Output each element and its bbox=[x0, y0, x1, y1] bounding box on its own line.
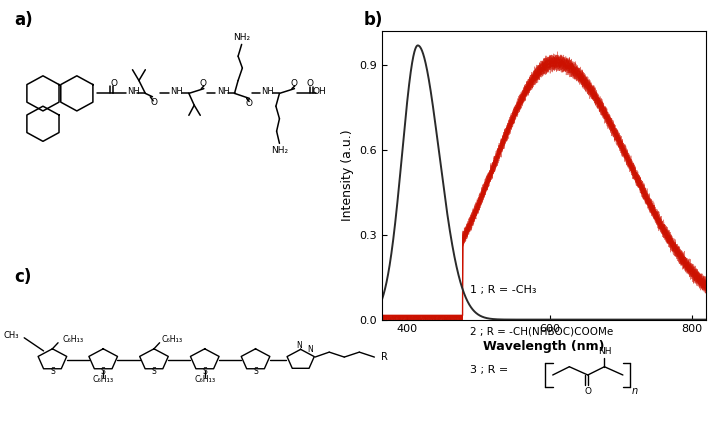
Text: CH₃: CH₃ bbox=[3, 331, 19, 340]
Text: NH₂: NH₂ bbox=[271, 146, 288, 155]
Text: O: O bbox=[199, 79, 207, 88]
X-axis label: Wavelength (nm): Wavelength (nm) bbox=[483, 340, 605, 353]
Y-axis label: Intensity (a.u.): Intensity (a.u.) bbox=[341, 130, 354, 221]
Text: O: O bbox=[111, 80, 118, 89]
Text: N: N bbox=[307, 345, 313, 354]
Text: n: n bbox=[632, 386, 638, 396]
Text: C₆H₁₃: C₆H₁₃ bbox=[63, 336, 84, 345]
Text: S: S bbox=[202, 367, 207, 376]
Text: NH: NH bbox=[170, 87, 183, 96]
Text: a): a) bbox=[15, 11, 33, 29]
Text: c): c) bbox=[15, 268, 32, 286]
Text: O: O bbox=[585, 388, 591, 396]
Text: NH: NH bbox=[261, 87, 274, 96]
Text: O: O bbox=[307, 80, 314, 89]
Text: R: R bbox=[381, 351, 387, 362]
Text: O: O bbox=[245, 99, 253, 108]
Text: NH: NH bbox=[217, 87, 229, 96]
Text: S: S bbox=[50, 367, 55, 376]
Text: C₆H₁₃: C₆H₁₃ bbox=[92, 375, 114, 384]
Text: C₆H₁₃: C₆H₁₃ bbox=[194, 375, 215, 384]
Text: O: O bbox=[151, 98, 157, 107]
Text: OH: OH bbox=[313, 87, 327, 96]
Text: S: S bbox=[151, 367, 157, 376]
Text: b): b) bbox=[364, 11, 384, 29]
Text: S: S bbox=[100, 367, 106, 376]
Text: O: O bbox=[290, 79, 297, 88]
Text: NH: NH bbox=[127, 87, 140, 96]
Text: 3 ; R =: 3 ; R = bbox=[470, 365, 508, 375]
Text: NH: NH bbox=[598, 347, 612, 356]
Text: S: S bbox=[253, 367, 258, 376]
Text: 1 ; R = -CH₃: 1 ; R = -CH₃ bbox=[470, 285, 536, 295]
Text: C₆H₁₃: C₆H₁₃ bbox=[162, 336, 183, 345]
Text: NH₂: NH₂ bbox=[233, 33, 250, 42]
Text: 2 ; R = -CH(NHBOC)COOMe: 2 ; R = -CH(NHBOC)COOMe bbox=[470, 327, 613, 337]
Text: N: N bbox=[296, 341, 301, 350]
